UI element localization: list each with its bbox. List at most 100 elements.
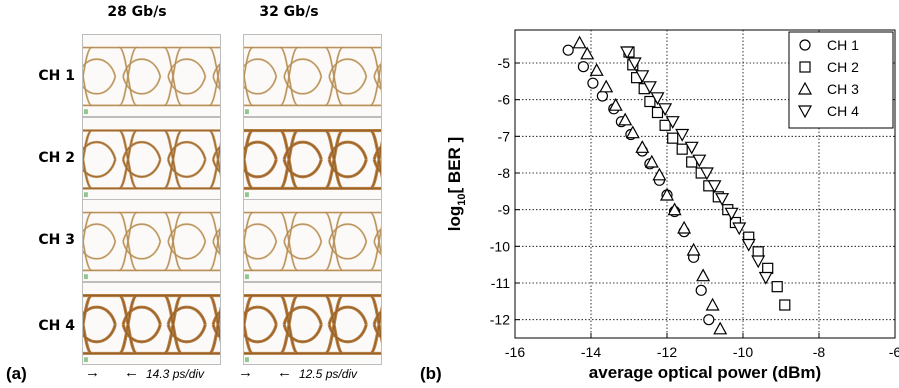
panel-b-label: (b) (420, 364, 442, 383)
x-tick-label: -10 (733, 344, 753, 360)
data-point-ch4 (684, 141, 699, 155)
eye-trace-core (244, 295, 381, 354)
eye-trace (83, 46, 220, 107)
x-tick-label: -8 (813, 344, 826, 360)
axis-ticks: -16 -14 -12 -10 -8 -6 -5 -6 -7 -8 -9 -10 -11 -12 (490, 55, 899, 360)
corner-marker (83, 274, 88, 280)
data-point-ch4 (724, 207, 739, 221)
legend-label: CH 4 (827, 103, 859, 119)
corner-marker (83, 357, 88, 363)
legend-label: CH 3 (827, 81, 859, 97)
data-point-ch4 (635, 70, 650, 84)
data-point-ch3 (644, 154, 659, 168)
left-arrow-icon: ← (124, 364, 139, 381)
y-axis-label-subscript: 10 (456, 193, 468, 205)
data-point-ch1 (703, 314, 715, 326)
data-point-ch3 (599, 79, 614, 93)
y-tick-label: -6 (498, 92, 511, 108)
corner-marker (244, 357, 249, 363)
data-point-ch1 (596, 90, 608, 102)
data-point-ch3 (608, 97, 623, 111)
eye-diagram-ch2-32 (243, 117, 382, 200)
data-point-ch4 (620, 46, 635, 60)
data-point-ch3 (572, 35, 587, 49)
legend-marker-ch2 (799, 61, 811, 73)
data-point-ch4 (732, 222, 747, 236)
right-arrow-icon: → (238, 364, 253, 381)
right-arrow-icon: → (85, 364, 100, 381)
eye-trace (83, 293, 220, 355)
eye-trace-core (244, 130, 381, 189)
corner-marker (244, 274, 249, 280)
y-tick-label: -7 (498, 128, 511, 144)
data-point-ch1 (587, 77, 599, 89)
x-tick-label: -12 (657, 344, 677, 360)
eye-diagram-ch3-32 (243, 199, 382, 282)
legend-label: CH 1 (827, 37, 859, 53)
eye-trace-core (83, 130, 220, 189)
data-point-ch3 (667, 202, 682, 216)
eye-diagram-ch1-32 (243, 34, 382, 117)
data-point-ch2 (667, 132, 679, 144)
y-tick-label: -8 (498, 165, 511, 181)
eye-diagram-ch1-28 (82, 34, 221, 117)
time-scale-28: 14.3 ps/div (146, 367, 205, 381)
data-point-ch4 (665, 116, 680, 129)
eye-diagram-ch4-28 (82, 282, 221, 365)
corner-marker (244, 192, 249, 198)
eye-trace-core (83, 295, 220, 354)
eye-trace (244, 128, 381, 190)
data-point-ch4 (627, 57, 642, 71)
plot-frame (514, 29, 896, 339)
data-point-ch4 (650, 92, 665, 106)
data-points (562, 35, 791, 335)
data-point-ch2 (752, 246, 764, 258)
data-point-ch3 (635, 140, 650, 153)
data-point-ch2 (762, 262, 774, 274)
eye-trace-core (83, 212, 220, 271)
data-point-ch4 (642, 81, 657, 95)
x-tick-label: -14 (581, 344, 601, 360)
data-point-ch2 (644, 95, 656, 108)
left-arrow-icon: ← (277, 364, 292, 381)
data-point-ch3 (618, 112, 633, 126)
y-axis-label-log: log (445, 206, 464, 232)
y-tick-label: -12 (490, 312, 510, 328)
data-point-ch3 (705, 297, 720, 311)
legend-marker-ch4 (797, 105, 813, 119)
data-point-ch3 (696, 268, 711, 282)
row-label-ch2: CH 2 (38, 150, 75, 166)
data-point-ch2 (676, 143, 688, 155)
eye-trace-core (244, 47, 381, 106)
eye-diagram-ch4-32 (243, 282, 382, 365)
data-point-ch2 (651, 106, 664, 119)
data-point-ch4 (699, 167, 714, 181)
x-tick-label: -16 (505, 344, 525, 360)
y-tick-label: -10 (490, 238, 510, 254)
eye-diagram-ch2-28 (82, 117, 221, 200)
corner-marker (244, 109, 249, 115)
column-header-32: 32 Gb/s (259, 4, 319, 20)
data-point-ch3 (625, 125, 640, 139)
eye-trace (244, 211, 381, 272)
grid (515, 30, 895, 338)
data-point-ch3 (652, 167, 667, 181)
legend-marker-ch3 (797, 81, 813, 95)
data-point-ch3 (589, 63, 604, 76)
legend-marker-ch1 (799, 39, 811, 51)
data-point-ch3 (659, 187, 675, 201)
data-point-ch4 (675, 128, 690, 142)
eye-trace-core (83, 47, 220, 106)
data-point-ch4 (658, 103, 673, 117)
data-point-ch3 (580, 46, 595, 60)
data-point-ch2 (779, 299, 791, 311)
legend-label: CH 2 (827, 59, 859, 75)
data-point-ch1 (695, 284, 707, 296)
eye-diagram-ch3-28 (82, 199, 221, 282)
corner-marker (83, 192, 88, 198)
eye-trace (83, 129, 220, 190)
data-point-ch3 (713, 321, 728, 335)
data-point-ch2 (771, 281, 783, 293)
eye-trace-core (244, 212, 381, 271)
data-point-ch4 (751, 255, 766, 269)
